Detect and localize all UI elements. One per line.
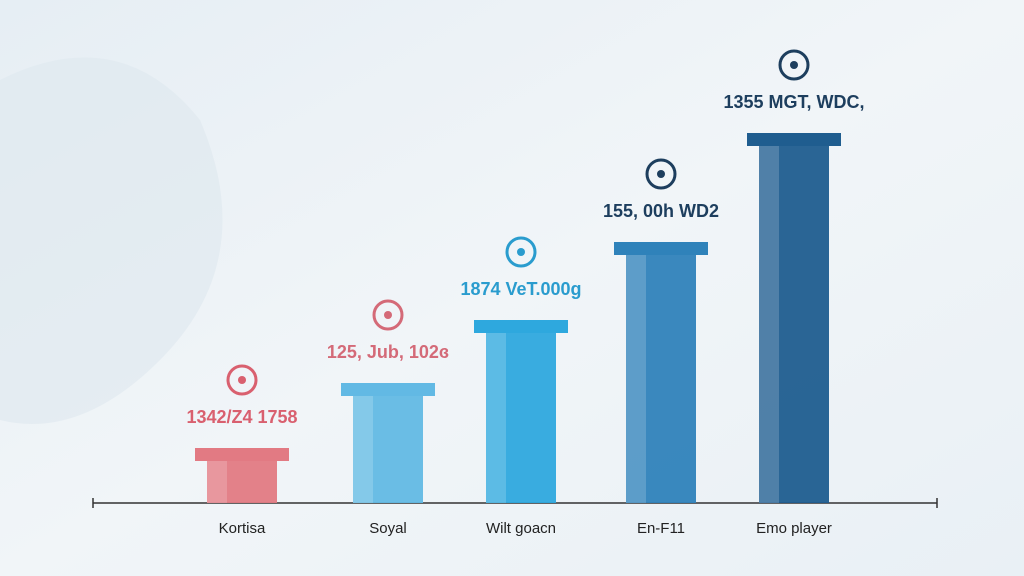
bar-cap [195,448,289,461]
bar-icon [226,364,258,396]
bar-label: 1342/Z4 1758 [186,407,297,427]
bar-icon-dot [238,376,246,384]
bar [486,320,556,503]
bar-icon [645,158,677,190]
bar-highlight [353,396,373,503]
bar [353,383,423,503]
bar-icon [505,236,537,268]
bar-highlight [486,333,506,503]
bar-cap [341,383,435,396]
bar-icon [372,299,404,331]
bar [759,133,829,503]
x-tick-label: Wilt goacn [486,520,556,537]
bar-highlight [759,146,779,503]
bar-icon [778,49,810,81]
bar-icon-dot [790,61,798,69]
x-tick-label: Kortisa [219,520,266,537]
bar-label: 1355 MGT, WDC, [723,92,864,112]
bar-icon-dot [657,170,665,178]
bar-cap [747,133,841,146]
bar-label: 125, Jub, 102ɞ [327,342,449,362]
bar-icon-dot [517,248,525,256]
bar-label: 1874 VeT.000g [460,279,581,299]
bar-highlight [626,255,646,503]
background-texture [0,57,223,424]
bar-highlight [207,461,227,503]
bar-label: 155, 00h WD2 [603,201,719,221]
x-tick-label: Soyal [369,520,407,537]
bar-icon-dot [384,311,392,319]
bar-cap [614,242,708,255]
x-tick-label: Emo player [756,520,832,537]
x-tick-label: En-F11 [637,520,685,537]
bar [626,242,696,503]
bar-cap [474,320,568,333]
